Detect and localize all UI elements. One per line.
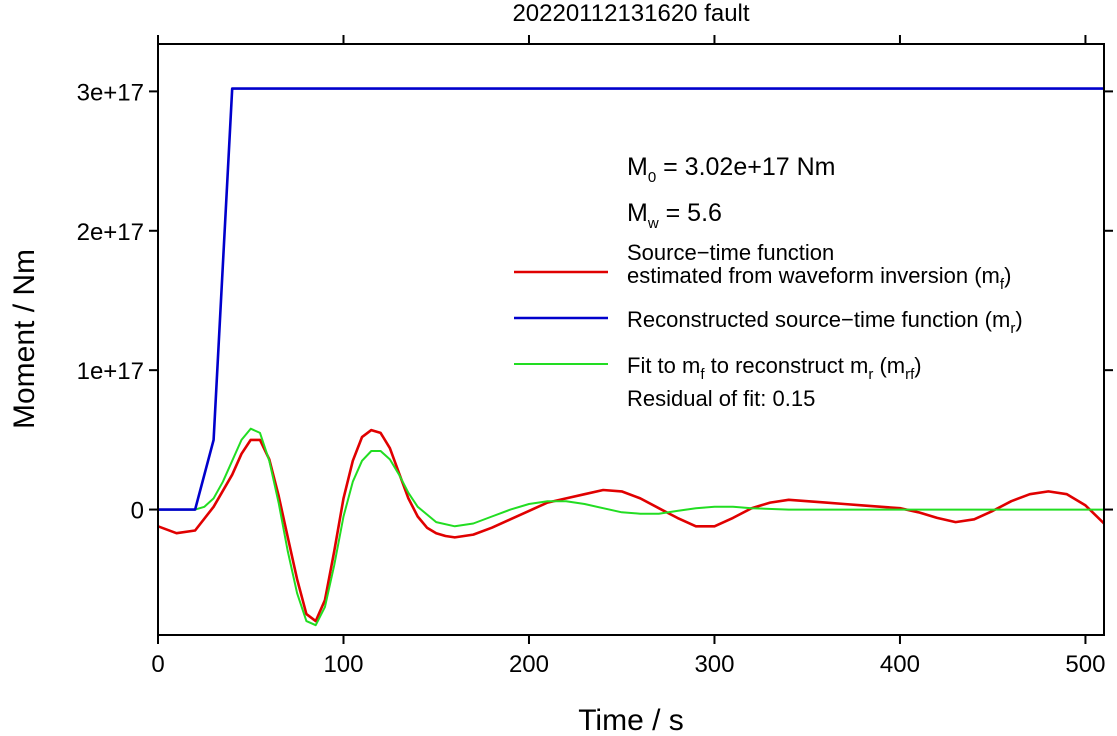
plot-frame — [157, 43, 1105, 636]
seismic-moment-annotation: M0 = 3.02e+17 Nm — [627, 153, 835, 186]
residual-annotation: Residual of fit: 0.15 — [627, 386, 815, 411]
mw-value: = 5.6 — [659, 199, 722, 227]
legend-label-mf: estimated from waveform inversion (mf) — [627, 263, 1011, 293]
x-tick-label: 200 — [509, 651, 549, 678]
x-tick-label: 300 — [694, 651, 734, 678]
x-tick-label: 0 — [151, 651, 164, 678]
x-tick-label: 500 — [1065, 651, 1105, 678]
axis-ticks: 0 100 200 300 400 500 0 1e+17 2e+17 3e+17 — [77, 35, 1113, 678]
m0-subscript: 0 — [648, 169, 656, 186]
x-axis-label: Time / s — [578, 704, 684, 736]
y-tick-label: 2e+17 — [77, 219, 144, 246]
moment-magnitude-annotation: Mw = 5.6 — [627, 199, 722, 232]
series-lines — [158, 87, 1104, 627]
m0-symbol: M — [627, 153, 648, 181]
mw-symbol: M — [627, 199, 648, 227]
series-line-mrf — [158, 427, 1104, 627]
mw-subscript: w — [647, 215, 659, 232]
x-tick-label: 100 — [323, 651, 363, 678]
legend-label-mrf: Fit to mf to reconstruct mr (mrf) — [627, 353, 922, 383]
y-tick-label: 0 — [131, 498, 144, 525]
m0-value: = 3.02e+17 Nm — [656, 153, 835, 181]
y-tick-label: 1e+17 — [77, 358, 144, 385]
series-line-mf — [158, 428, 1104, 623]
series-line-mr — [158, 87, 1104, 511]
x-tick-label: 400 — [880, 651, 920, 678]
y-axis-label: Moment / Nm — [8, 249, 41, 429]
legend-label-mr: Reconstructed source−time function (mr) — [627, 307, 1023, 337]
chart-title: 20220112131620 fault — [512, 0, 749, 27]
y-tick-label: 3e+17 — [77, 79, 144, 106]
legend-label-mf: Source−time function — [627, 240, 834, 265]
